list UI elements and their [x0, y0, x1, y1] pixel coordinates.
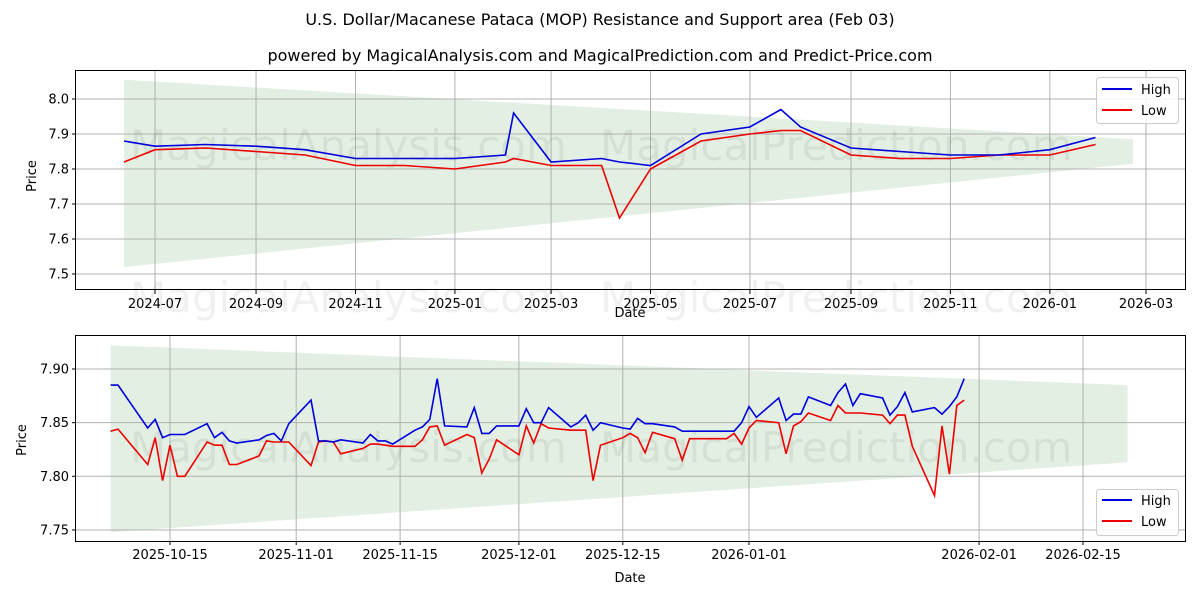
legend-high: High: [1141, 83, 1171, 98]
watermark: MagicalAnalysis.com MagicalPrediction.co…: [130, 423, 1073, 472]
svg-text:7.9: 7.9: [48, 128, 69, 143]
svg-text:2026-03: 2026-03: [1119, 297, 1173, 312]
chart-title: U.S. Dollar/Macanese Pataca (MOP) Resist…: [305, 10, 895, 29]
low-line: [110, 399, 965, 499]
svg-text:2025-03: 2025-03: [524, 297, 578, 312]
svg-text:MagicalPrediction.com: MagicalPrediction.com: [600, 423, 1073, 472]
svg-text:MagicalPrediction.com: MagicalPrediction.com: [600, 121, 1073, 170]
svg-text:7.7: 7.7: [48, 198, 69, 213]
svg-text:2025-11: 2025-11: [923, 297, 977, 312]
svg-text:2025-10-15: 2025-10-15: [132, 548, 208, 563]
legend-high: High: [1141, 494, 1171, 509]
low-line: [123, 129, 1096, 220]
grid: [76, 71, 1185, 290]
svg-text:2026-01: 2026-01: [1023, 297, 1077, 312]
legend: High Low: [1096, 489, 1179, 536]
svg-text:7.85: 7.85: [40, 416, 69, 431]
chart-subtitle: powered by MagicalAnalysis.com and Magic…: [267, 46, 933, 65]
svg-text:2026-02-15: 2026-02-15: [1045, 548, 1121, 563]
x-axis-ticks: 2024-07 2024-09 2024-11 2025-01 2025-03 2025-…: [128, 290, 1173, 312]
support-resistance-band: [124, 79, 1133, 267]
watermark: MagicalAnalysis.com MagicalPrediction.co…: [130, 121, 1073, 322]
svg-text:2024-07: 2024-07: [128, 297, 182, 312]
svg-text:7.90: 7.90: [40, 363, 69, 378]
x-axis-label: Date: [614, 571, 645, 586]
svg-text:7.75: 7.75: [40, 523, 69, 538]
svg-text:2025-12-15: 2025-12-15: [585, 548, 661, 563]
grid: [76, 336, 1185, 541]
y-axis-label: Price: [15, 424, 30, 456]
svg-text:7.5: 7.5: [48, 268, 69, 283]
svg-text:2025-11-15: 2025-11-15: [362, 548, 438, 563]
legend: High Low: [1096, 77, 1179, 124]
svg-text:2025-05: 2025-05: [623, 297, 677, 312]
svg-text:MagicalPrediction.com: MagicalPrediction.com: [600, 273, 1073, 322]
svg-text:MagicalAnalysis.com: MagicalAnalysis.com: [130, 423, 567, 472]
high-line: [110, 378, 965, 446]
svg-text:2025-07: 2025-07: [723, 297, 777, 312]
plot-frame: [75, 335, 1186, 542]
svg-text:MagicalAnalysis.com: MagicalAnalysis.com: [130, 121, 567, 170]
svg-text:2025-12-01: 2025-12-01: [481, 548, 557, 563]
svg-text:2026-01-01: 2026-01-01: [711, 548, 787, 563]
y-axis-ticks: 7.75 7.80 7.85 7.90: [40, 363, 76, 538]
plot-frame: [75, 70, 1186, 290]
svg-text:8.0: 8.0: [48, 93, 69, 108]
svg-text:MagicalAnalysis.com: MagicalAnalysis.com: [130, 273, 567, 322]
svg-text:7.6: 7.6: [48, 233, 69, 248]
svg-text:7.8: 7.8: [48, 163, 69, 178]
legend-low: Low: [1141, 515, 1167, 530]
top-plot: MagicalAnalysis.com MagicalPrediction.co…: [25, 70, 1186, 322]
svg-text:2024-09: 2024-09: [229, 297, 283, 312]
svg-text:2026-02-01: 2026-02-01: [941, 548, 1017, 563]
x-axis-ticks: 2025-10-15 2025-11-01 2025-11-15 2025-12-01…: [132, 541, 1121, 563]
legend-low: Low: [1141, 104, 1167, 119]
svg-text:2025-09: 2025-09: [824, 297, 878, 312]
svg-text:7.80: 7.80: [40, 470, 69, 485]
svg-text:2025-01: 2025-01: [428, 297, 482, 312]
high-line: [123, 108, 1096, 167]
y-axis-ticks: 7.5 7.6 7.7 7.8 7.9 8.0: [48, 93, 76, 283]
x-axis-label: Date: [614, 306, 645, 321]
y-axis-label: Price: [25, 160, 40, 192]
bottom-plot: MagicalAnalysis.com MagicalPrediction.co…: [15, 335, 1186, 586]
svg-text:2025-11-01: 2025-11-01: [258, 548, 334, 563]
svg-text:2024-11: 2024-11: [328, 297, 382, 312]
